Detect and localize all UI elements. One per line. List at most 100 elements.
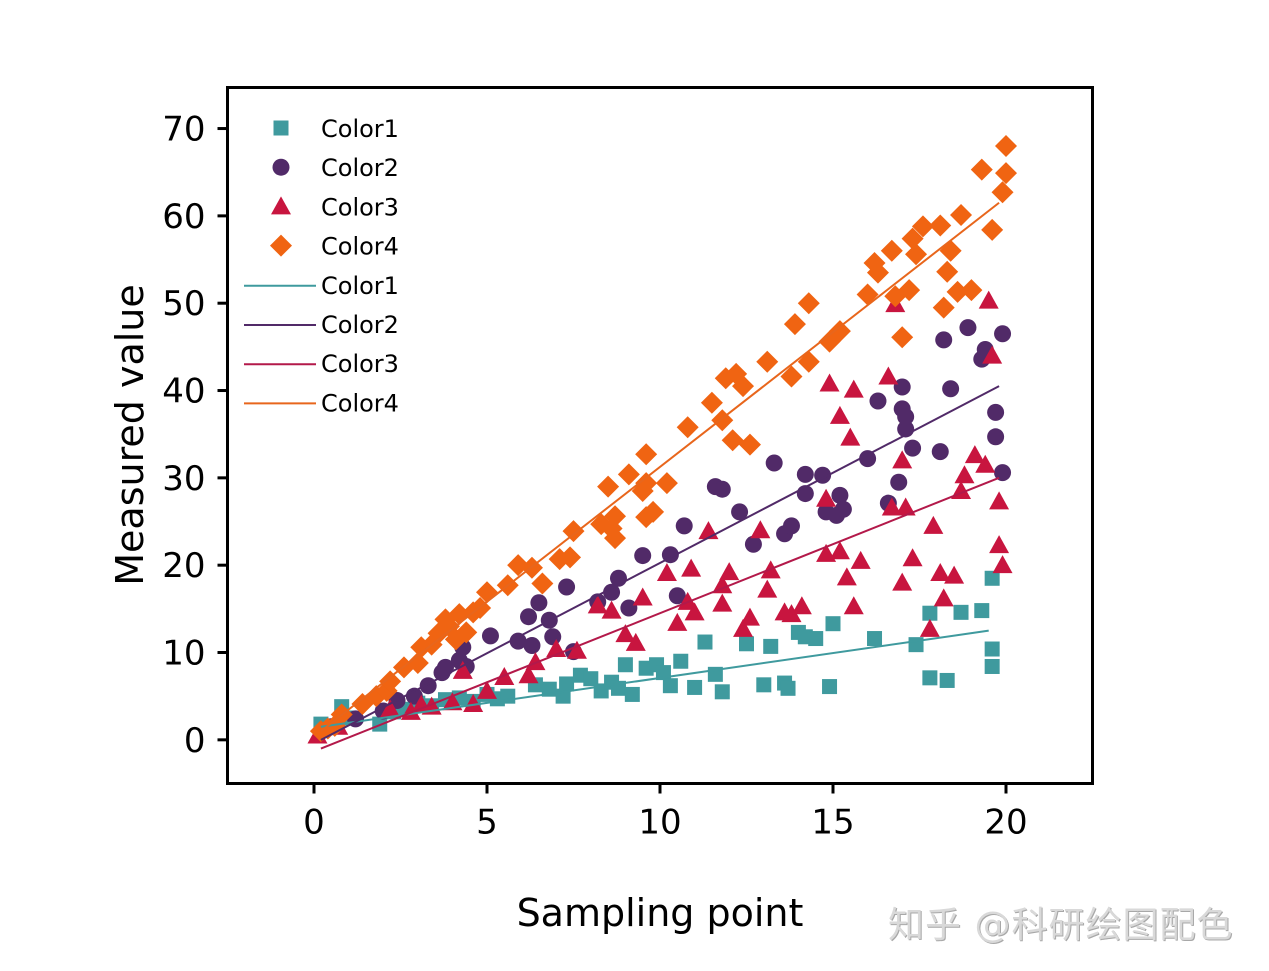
data-point bbox=[597, 475, 620, 498]
data-point bbox=[744, 535, 762, 553]
data-point bbox=[984, 641, 1000, 657]
legend-label: Color4 bbox=[321, 233, 399, 261]
data-point bbox=[923, 515, 944, 534]
data-point bbox=[455, 621, 478, 644]
data-point bbox=[974, 603, 990, 619]
data-point bbox=[960, 279, 983, 302]
data-point bbox=[601, 600, 622, 619]
watermark: 知乎 @科研绘图配色 bbox=[888, 905, 1234, 946]
data-point bbox=[520, 608, 538, 626]
legend-item-marker-color4: Color4 bbox=[270, 233, 399, 261]
data-point bbox=[953, 604, 969, 620]
data-point bbox=[981, 218, 1004, 241]
data-point bbox=[902, 548, 923, 567]
diamond-marker-icon bbox=[270, 234, 292, 257]
data-point bbox=[994, 325, 1012, 343]
data-point bbox=[989, 535, 1010, 554]
circle-marker-icon bbox=[272, 158, 290, 176]
data-point bbox=[604, 505, 627, 528]
data-point bbox=[756, 350, 779, 373]
data-point bbox=[982, 345, 1003, 364]
data-point bbox=[881, 497, 902, 516]
data-point bbox=[719, 562, 740, 581]
data-point bbox=[819, 373, 840, 392]
data-point bbox=[922, 605, 938, 621]
data-point bbox=[673, 653, 689, 669]
data-point bbox=[929, 214, 952, 237]
legend-label: Color2 bbox=[321, 154, 399, 182]
data-point bbox=[781, 604, 802, 623]
data-point bbox=[739, 607, 760, 626]
data-point bbox=[620, 599, 638, 617]
data-point bbox=[780, 680, 796, 696]
data-point bbox=[892, 572, 913, 591]
data-point bbox=[970, 158, 993, 181]
data-point bbox=[984, 658, 1000, 674]
data-point bbox=[992, 555, 1013, 574]
data-point bbox=[791, 596, 812, 615]
y-axis-label: Measured value bbox=[108, 284, 152, 586]
data-point bbox=[895, 497, 916, 516]
data-point bbox=[816, 488, 837, 507]
data-point bbox=[989, 491, 1010, 510]
data-point bbox=[954, 465, 975, 484]
data-point bbox=[617, 463, 640, 486]
data-point bbox=[562, 520, 585, 543]
data-point bbox=[603, 583, 621, 601]
data-point bbox=[615, 624, 636, 643]
data-point bbox=[635, 472, 658, 495]
fit-line-color4 bbox=[320, 201, 1000, 732]
data-point bbox=[822, 679, 838, 695]
data-point bbox=[843, 596, 864, 615]
plot-area bbox=[307, 135, 1017, 744]
data-point bbox=[697, 634, 713, 650]
data-point bbox=[922, 670, 938, 686]
data-point bbox=[994, 464, 1012, 482]
data-point bbox=[687, 679, 703, 695]
data-point bbox=[933, 588, 954, 607]
data-point bbox=[738, 433, 761, 456]
data-point bbox=[796, 465, 814, 483]
data-point bbox=[978, 290, 999, 309]
data-point bbox=[379, 670, 402, 693]
data-point bbox=[893, 378, 911, 396]
data-point bbox=[797, 350, 820, 373]
data-point bbox=[959, 319, 977, 337]
data-point bbox=[911, 215, 934, 238]
data-point bbox=[721, 429, 744, 452]
data-point bbox=[828, 320, 851, 343]
y-tick-label: 70 bbox=[162, 110, 205, 150]
data-point bbox=[831, 486, 849, 504]
legend: Color1 Color2 Color3 Color4 Color1 Color2 Colo… bbox=[244, 115, 399, 417]
data-point bbox=[544, 628, 562, 646]
data-point bbox=[406, 651, 429, 674]
regression-lines bbox=[320, 201, 1000, 750]
data-point bbox=[684, 602, 705, 621]
x-axis-ticks: 0 5 10 15 20 bbox=[303, 783, 1028, 843]
data-point bbox=[942, 380, 960, 398]
data-point bbox=[984, 570, 1000, 586]
data-point bbox=[843, 379, 864, 398]
data-point bbox=[739, 636, 754, 652]
data-point bbox=[834, 500, 852, 518]
data-point bbox=[919, 618, 940, 637]
data-point bbox=[880, 239, 903, 262]
data-point bbox=[604, 527, 627, 550]
data-point bbox=[625, 632, 646, 651]
data-point bbox=[939, 239, 962, 262]
data-point bbox=[507, 554, 530, 577]
data-point bbox=[765, 454, 783, 472]
x-axis-label: Sampling point bbox=[517, 891, 804, 935]
x-tick-label: 10 bbox=[638, 803, 681, 843]
data-point bbox=[935, 331, 953, 349]
data-point bbox=[668, 587, 686, 605]
x-tick-label: 15 bbox=[811, 803, 854, 843]
data-point bbox=[732, 375, 755, 398]
data-point bbox=[859, 450, 877, 468]
y-tick-label: 60 bbox=[162, 197, 205, 237]
legend-item-line-color3: Color3 bbox=[244, 350, 399, 378]
legend-label: Color3 bbox=[321, 193, 399, 221]
data-point bbox=[559, 546, 582, 569]
data-point bbox=[975, 454, 996, 473]
data-point bbox=[829, 405, 850, 424]
